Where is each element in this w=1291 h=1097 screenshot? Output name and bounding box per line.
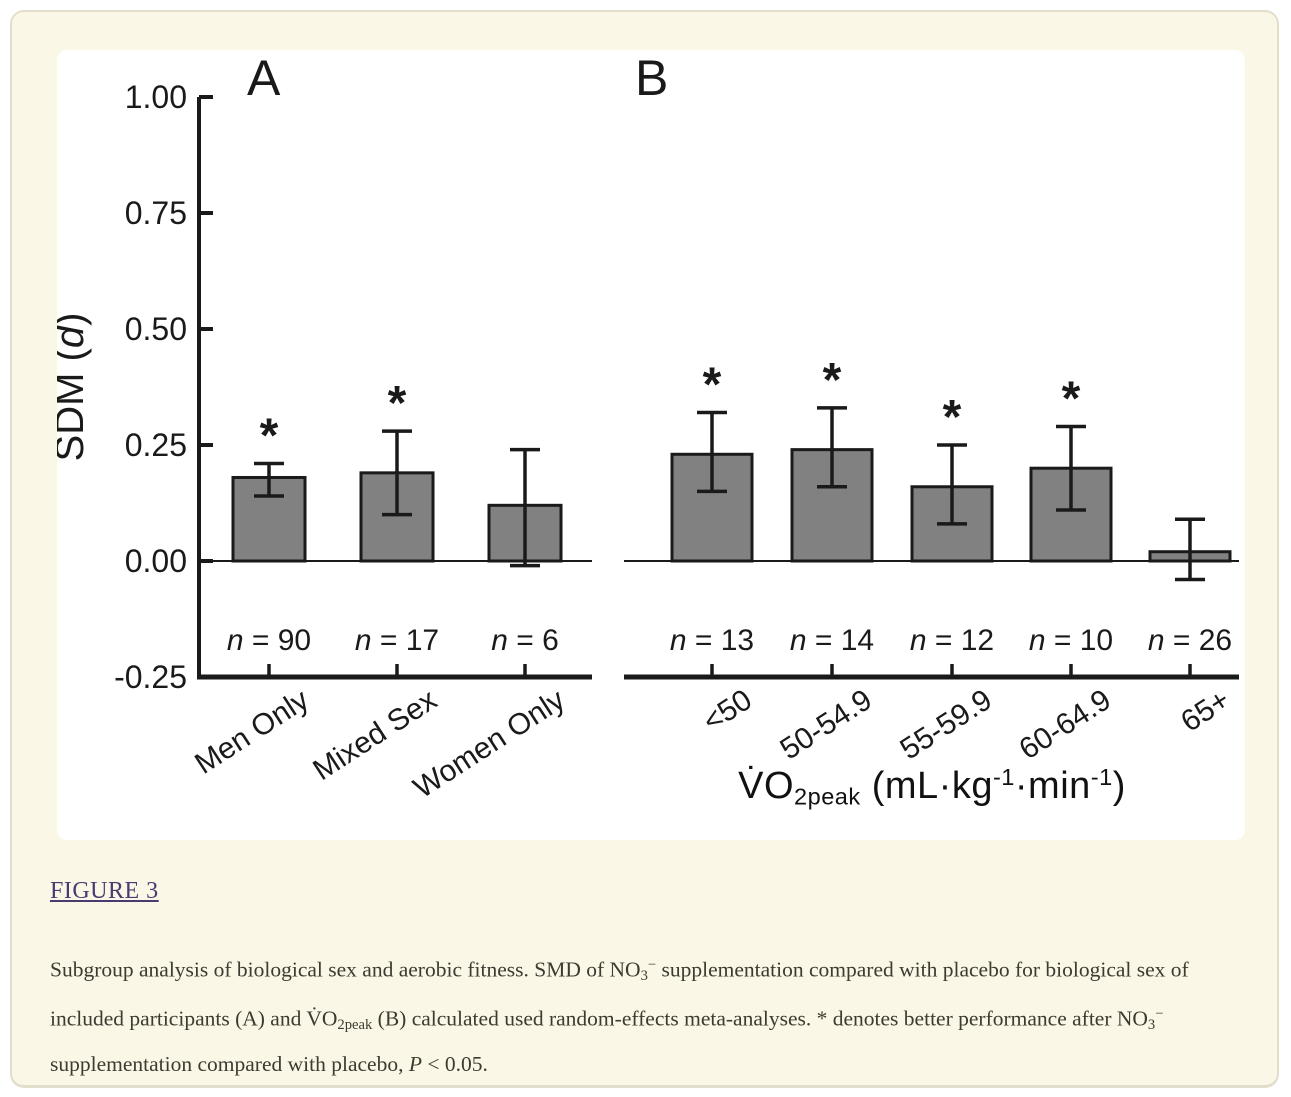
category-label: 65+ — [1175, 683, 1236, 738]
figure-link[interactable]: FIGURE 3 — [50, 878, 159, 904]
figure-card: * n = 90 Men Only * n = 17 Mixed Sex n = 6 Wome… — [10, 10, 1279, 1088]
significance-asterisk: * — [388, 377, 407, 430]
n-label: n = 14 — [790, 624, 874, 657]
significance-asterisk: * — [943, 391, 962, 444]
significance-asterisk: * — [823, 354, 842, 407]
panel-letter: A — [247, 50, 281, 106]
n-label: n = 10 — [1029, 624, 1113, 657]
y-tick-label: -0.25 — [114, 659, 187, 695]
y-tick-label: 0.50 — [125, 311, 187, 347]
category-label: Men Only — [189, 683, 315, 781]
n-label: n = 13 — [670, 624, 754, 657]
panel-letter: B — [635, 50, 668, 106]
n-label: n = 90 — [227, 624, 311, 657]
y-tick-label: 0.75 — [125, 195, 187, 231]
vo2peak-axis-label: V̇O2peak (mL·kg-1·min-1) — [738, 764, 1126, 810]
n-label: n = 6 — [491, 624, 559, 657]
y-axis-label: SDM (d) — [57, 313, 92, 462]
significance-asterisk: * — [703, 359, 722, 412]
significance-asterisk: * — [1062, 372, 1081, 425]
y-tick-label: 1.00 — [125, 79, 187, 115]
category-label: 50-54.9 — [775, 683, 878, 766]
figure-image-panel: * n = 90 Men Only * n = 17 Mixed Sex n = 6 Wome… — [48, 50, 1245, 840]
figure-caption: Subgroup analysis of biological sex and … — [50, 956, 1189, 1077]
n-label: n = 26 — [1148, 624, 1232, 657]
category-label: 60-64.9 — [1014, 683, 1117, 766]
bar — [359, 471, 435, 563]
category-label: <50 — [697, 683, 758, 738]
category-label: 55-59.9 — [895, 683, 998, 766]
significance-asterisk: * — [260, 410, 279, 463]
n-label: n = 12 — [910, 624, 994, 657]
n-label: n = 17 — [355, 624, 439, 657]
y-tick-label: 0.00 — [125, 543, 187, 579]
y-tick-label: 0.25 — [125, 427, 187, 463]
